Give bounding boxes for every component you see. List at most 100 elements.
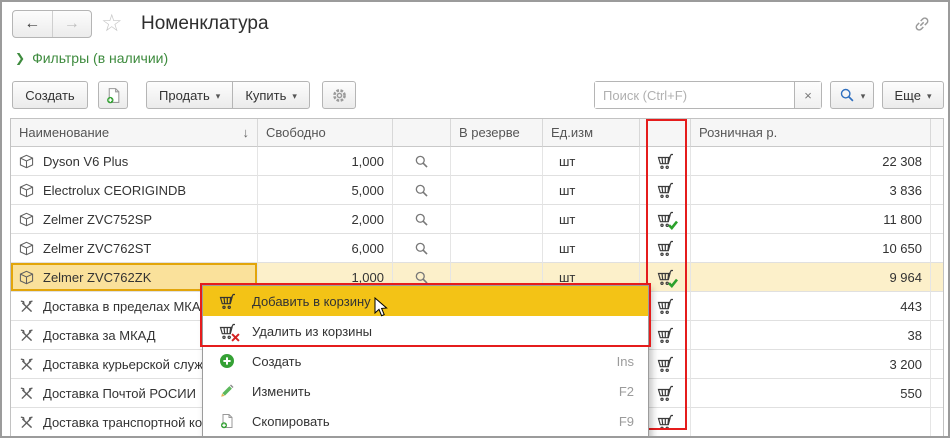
retail-price: 10 650: [691, 234, 931, 263]
package-icon: [19, 183, 34, 198]
table-row[interactable]: Zelmer ZVC752SP 2,000 шт 11 800: [11, 205, 943, 234]
table-row[interactable]: Dyson V6 Plus 1,000 шт 22 308: [11, 147, 943, 176]
header-label: Наименование: [19, 125, 110, 140]
service-name: Доставка в пределах МКАД: [43, 298, 210, 314]
forward-button[interactable]: →: [53, 11, 92, 37]
nav-buttons: ← →: [12, 10, 92, 38]
stock-detail-icon[interactable]: [414, 183, 429, 198]
sell-button[interactable]: Продать ▾: [147, 82, 234, 108]
chevron-down-icon: ▾: [926, 90, 932, 101]
cart-in-basket-icon[interactable]: [656, 211, 675, 228]
service-name: Доставка транспортной компанией: [43, 414, 255, 430]
retail-price: 443: [691, 292, 931, 321]
search-input[interactable]: [595, 82, 794, 108]
settings-button[interactable]: [322, 81, 356, 109]
package-icon: [19, 154, 34, 169]
chevron-down-icon: ▾: [292, 90, 297, 101]
new-document-icon: [105, 87, 122, 104]
menu-item-shortcut: Ins: [616, 353, 634, 369]
stock-detail-icon[interactable]: [414, 212, 429, 227]
retail-price: 38: [691, 321, 931, 350]
menu-item-label: Изменить: [252, 383, 311, 399]
menu-item-label: Создать: [252, 353, 302, 369]
menu-item-remove-from-cart[interactable]: Удалить из корзины: [203, 316, 648, 346]
column-header-tail: [931, 119, 943, 147]
menu-item-edit[interactable]: Изменить F2: [203, 376, 648, 406]
column-header-lens[interactable]: [393, 119, 451, 147]
retail-price: 22 308: [691, 147, 931, 176]
column-header-unit[interactable]: Ед.изм: [543, 119, 640, 147]
menu-item-shortcut: F9: [618, 413, 634, 429]
search-icon: [839, 87, 855, 103]
free-qty: 1,000: [258, 147, 393, 176]
create-button[interactable]: Создать: [12, 81, 88, 109]
retail-price: 11 800: [691, 205, 931, 234]
table-row[interactable]: Zelmer ZVC762ST 6,000 шт 10 650: [11, 234, 943, 263]
table-row[interactable]: Electrolux CEORIGINDB 5,000 шт 3 836: [11, 176, 943, 205]
package-icon: [19, 241, 34, 256]
cart-icon[interactable]: [656, 153, 675, 170]
stock-detail-icon[interactable]: [414, 154, 429, 169]
clear-search-button[interactable]: ×: [794, 82, 821, 108]
service-tools-icon: [19, 415, 34, 430]
unit-label: шт: [543, 147, 640, 176]
check-icon: [668, 220, 678, 230]
free-qty: 2,000: [258, 205, 393, 234]
column-header-name[interactable]: Наименование ↓: [11, 119, 258, 147]
menu-item-label: Скопировать: [252, 413, 330, 429]
cart-icon[interactable]: [656, 327, 675, 344]
unit-label: шт: [543, 176, 640, 205]
retail-price: 9 964: [691, 263, 931, 292]
package-icon: [19, 212, 34, 227]
column-header-reserve[interactable]: В резерве: [451, 119, 543, 147]
chevron-down-icon: ▾: [215, 90, 221, 101]
retail-price: 550: [691, 379, 931, 408]
cart-in-basket-icon[interactable]: [656, 269, 675, 286]
unit-label: шт: [543, 234, 640, 263]
buy-button[interactable]: Купить ▾: [233, 82, 309, 108]
cart-icon[interactable]: [656, 356, 675, 373]
search-options-button[interactable]: ▾: [830, 81, 874, 109]
column-header-free[interactable]: Свободно: [258, 119, 393, 147]
page-title: Номенклатура: [141, 13, 269, 34]
menu-item-copy[interactable]: Скопировать F9: [203, 406, 648, 436]
cart-icon[interactable]: [656, 385, 675, 402]
package-icon: [19, 270, 34, 285]
cart-icon[interactable]: [656, 240, 675, 257]
cart-icon[interactable]: [656, 182, 675, 199]
favorite-star-icon[interactable]: ☆: [101, 10, 123, 37]
retail-price: 3 836: [691, 176, 931, 205]
get-link-icon[interactable]: [912, 14, 932, 34]
edit-pencil-icon: [217, 383, 237, 399]
chevron-down-icon: ▾: [860, 90, 866, 101]
column-header-cart[interactable]: [640, 119, 691, 147]
cart-icon[interactable]: [656, 414, 675, 431]
menu-item-create[interactable]: Создать Ins: [203, 346, 648, 376]
service-name: Доставка за МКАД: [43, 327, 156, 343]
product-name: Zelmer ZVC762ST: [43, 240, 152, 256]
more-button[interactable]: Еще ▾: [882, 81, 944, 109]
filters-label: Фильтры (в наличии): [32, 50, 169, 66]
stock-detail-icon[interactable]: [414, 270, 429, 285]
menu-item-add-to-cart[interactable]: Добавить в корзину: [203, 286, 648, 316]
back-button[interactable]: ←: [13, 11, 53, 37]
gear-icon: [331, 87, 348, 104]
reserve-qty: [451, 234, 543, 263]
x-icon: [231, 333, 240, 342]
product-name: Dyson V6 Plus: [43, 153, 129, 169]
stock-detail-icon[interactable]: [414, 241, 429, 256]
filters-link[interactable]: ❯ Фильтры (в наличии): [15, 50, 168, 66]
create-by-copy-button[interactable]: [98, 81, 128, 109]
cart-icon[interactable]: [656, 298, 675, 315]
sell-label: Продать: [159, 87, 210, 103]
table-header-row: Наименование ↓ Свободно В резерве Ед.изм …: [11, 119, 943, 147]
product-name: Electrolux CEORIGINDB: [43, 182, 187, 198]
menu-item-label: Добавить в корзину: [252, 293, 371, 309]
cart-icon: [217, 293, 237, 310]
service-tools-icon: [19, 328, 34, 343]
buy-label: Купить: [245, 87, 287, 103]
column-header-price[interactable]: Розничная р.: [691, 119, 931, 147]
forward-icon: →: [63, 15, 80, 32]
create-label: Создать: [25, 87, 75, 103]
